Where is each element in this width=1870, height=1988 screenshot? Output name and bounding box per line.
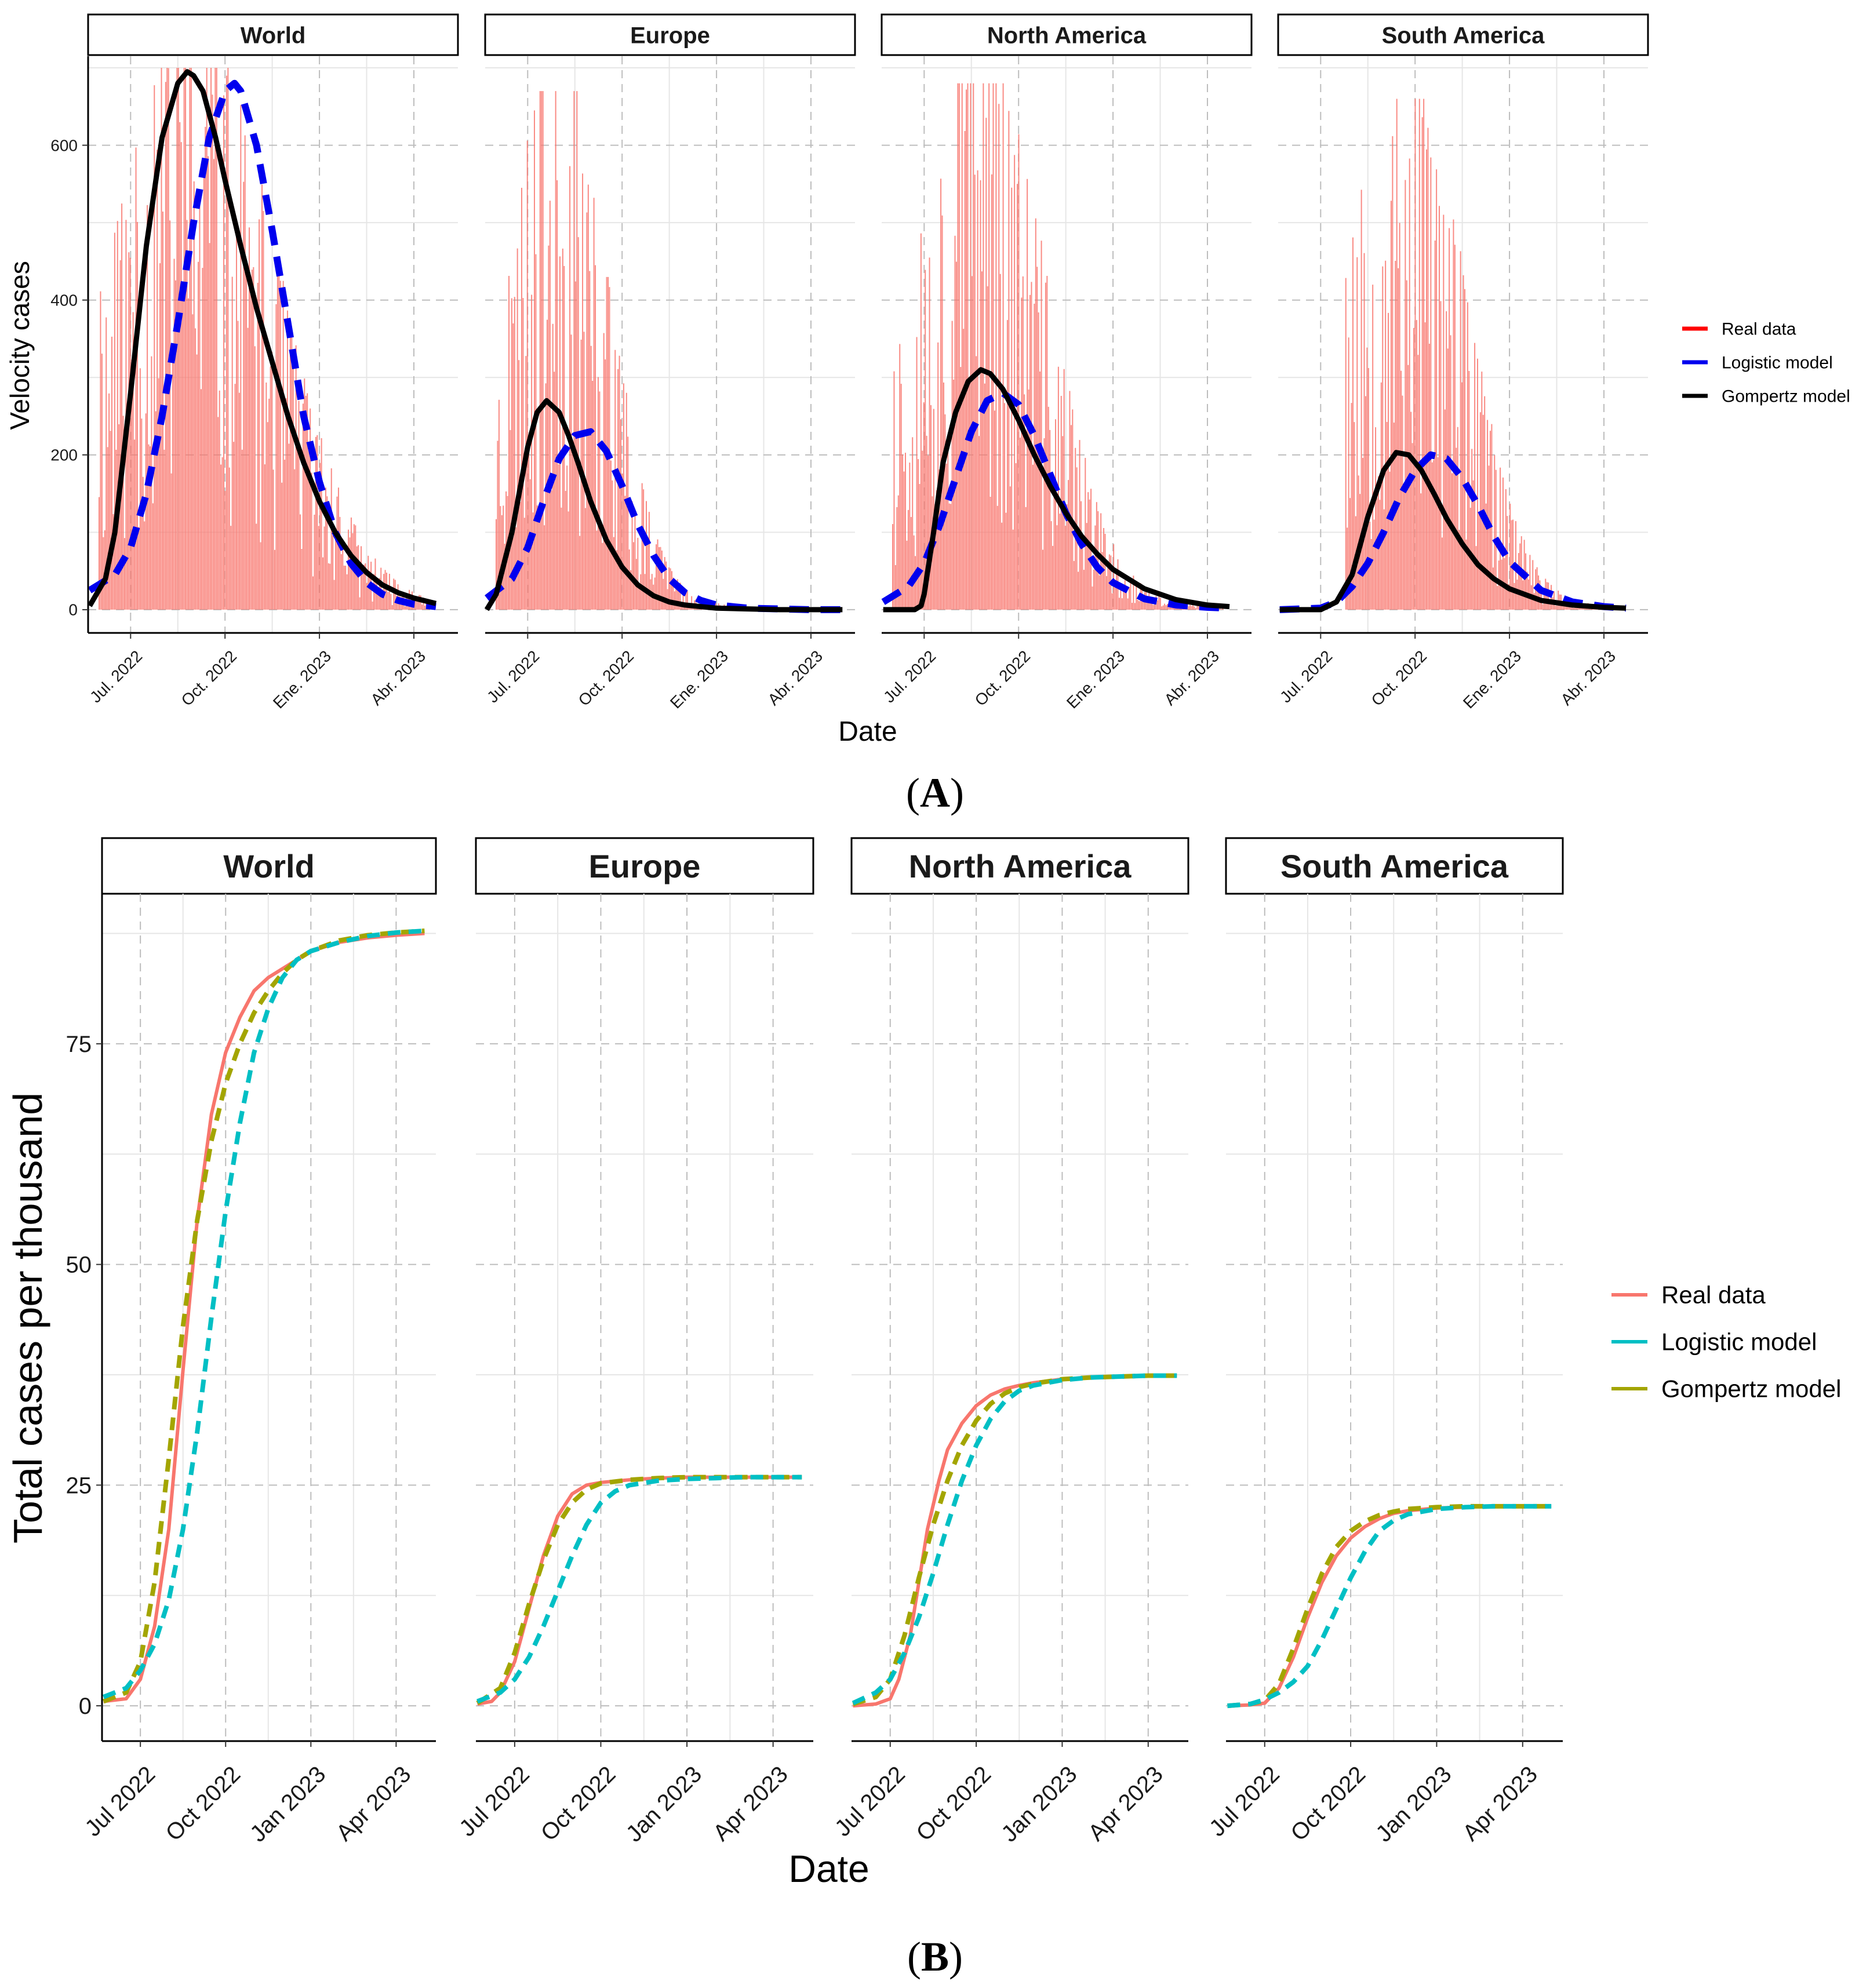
- logistic-model-line: [103, 929, 425, 1699]
- gompertz-model-line: [883, 367, 1230, 613]
- logistic-model-line: [1279, 451, 1627, 613]
- y-tick-label: 25: [66, 1473, 92, 1498]
- gompertz-model-line: [1227, 1503, 1552, 1709]
- y-tick-label: 50: [66, 1252, 92, 1278]
- facet-strip: [1225, 837, 1564, 895]
- y-tick-label: 600: [50, 136, 78, 154]
- facet-strip: [850, 837, 1189, 895]
- real-data-line: [103, 931, 425, 1703]
- y-tick-label: 400: [50, 292, 78, 310]
- legend-label: Logistic model: [1661, 1328, 1817, 1356]
- facet-title: South America: [1382, 23, 1545, 48]
- real-data-bars: [892, 83, 1224, 610]
- gridlines: [1226, 894, 1563, 1741]
- gridlines: [476, 894, 813, 1741]
- y-tick-label: 0: [79, 1694, 92, 1719]
- logistic-model-line: [852, 1373, 1177, 1706]
- y-tick-label: 200: [50, 446, 78, 464]
- legend-label: Gompertz model: [1722, 387, 1850, 406]
- facet-strip: [87, 13, 459, 56]
- facet-strip: [881, 13, 1253, 56]
- real-data-bars: [1345, 99, 1620, 610]
- panel-label-b: (B): [907, 1934, 963, 1980]
- facet-title: World: [223, 848, 315, 884]
- logistic-model-line: [88, 79, 436, 610]
- real-data-bars: [496, 91, 748, 610]
- gompertz-model-line: [103, 929, 425, 1704]
- y-tick-label: 75: [66, 1032, 92, 1057]
- y-axis-title: Velocity cases: [5, 261, 35, 429]
- logistic-model-line: [476, 1474, 802, 1704]
- facet-strip: [484, 13, 856, 56]
- gompertz-model-line: [1279, 450, 1627, 613]
- gompertz-model-line: [476, 1474, 802, 1705]
- facet-strip: [475, 837, 814, 895]
- facet-title: World: [241, 23, 306, 48]
- y-axis-title: Total cases per thousand: [5, 1093, 50, 1543]
- x-axis-title: Date: [788, 1847, 869, 1890]
- gompertz-model-line: [484, 398, 843, 613]
- y-tick-label: 0: [68, 601, 78, 619]
- facet-strip: [1277, 13, 1649, 56]
- x-axis-title: Date: [838, 716, 897, 747]
- gompertz-model-line: [852, 1373, 1177, 1706]
- logistic-model-line: [881, 389, 1230, 612]
- legend-label: Gompertz model: [1661, 1375, 1841, 1403]
- gompertz-model-line: [87, 69, 437, 607]
- legend: Real data Logistic model Gompertz model: [1682, 320, 1850, 406]
- legend: Real data Logistic model Gompertz model: [1611, 1281, 1841, 1403]
- gridlines: [852, 894, 1188, 1741]
- legend-label: Logistic model: [1722, 354, 1833, 373]
- logistic-model-line: [1227, 1503, 1552, 1709]
- facet-title: South America: [1280, 848, 1509, 884]
- facet-title: Europe: [589, 848, 701, 884]
- panel-label-a: (A): [906, 770, 964, 816]
- legend-label: Real data: [1661, 1281, 1766, 1309]
- facet-title: North America: [909, 848, 1132, 884]
- facet-title: North America: [987, 23, 1147, 48]
- facet-strip: [101, 837, 437, 895]
- facet-title: Europe: [630, 23, 710, 48]
- legend-label: Real data: [1722, 320, 1796, 339]
